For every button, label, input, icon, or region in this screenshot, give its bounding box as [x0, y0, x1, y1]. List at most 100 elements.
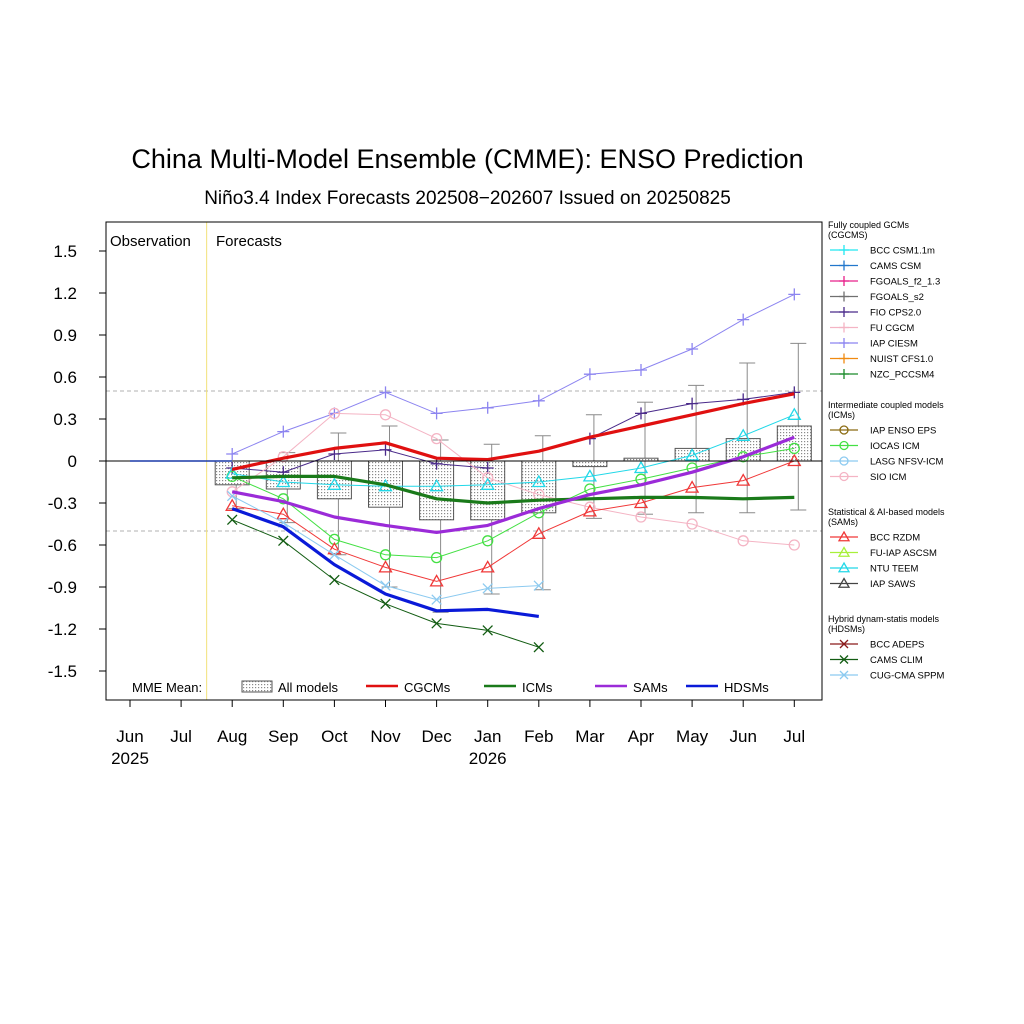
data-point-iap-ciesm: [788, 288, 801, 301]
legend-group-title: (ICMs): [828, 410, 855, 420]
data-point-iap-ciesm: [277, 425, 290, 438]
legend-label-icms: ICMs: [522, 680, 553, 695]
legend-marker-fgoals-f2-1-3: [839, 276, 849, 286]
legend-label-bcc-rzdm: BCC RZDM: [870, 533, 920, 544]
x-tick-label: Jun: [729, 727, 756, 746]
data-point-bcc-rzdm: [429, 574, 444, 587]
legend-group-title: Intermediate coupled models: [828, 400, 944, 410]
data-point-cams-clim: [533, 641, 545, 653]
series-cams-clim: [226, 514, 545, 653]
x-tick-label: Mar: [575, 727, 605, 746]
data-point-bcc-rzdm: [582, 504, 598, 517]
x-tick-label: May: [676, 727, 709, 746]
data-point-bcc-rzdm: [378, 560, 393, 573]
data-point-fio-cps2-0: [379, 443, 392, 456]
data-point-sio-icm: [379, 409, 392, 421]
y-tick-label: -1.2: [48, 620, 77, 639]
legend-label-fu-iap-ascsm: FU-IAP ASCSM: [870, 548, 937, 559]
legend-label-hdsms: HDSMs: [724, 680, 769, 695]
individual-model-series: [225, 288, 802, 653]
legend-label-nuist-cfs1-0: NUIST CFS1.0: [870, 354, 933, 365]
data-point-fio-cps2-0: [686, 397, 699, 410]
data-point-iap-ciesm: [583, 368, 596, 381]
legend-label-bcc-csm1-1m: BCC CSM1.1m: [870, 246, 935, 257]
legend-marker-iap-saws: [837, 577, 851, 588]
data-point-ntu-teem: [276, 474, 291, 488]
legend-group-title: (HDSMs): [828, 624, 865, 634]
chart-title: China Multi-Model Ensemble (CMME): ENSO …: [131, 144, 804, 174]
legend-label-fu-cgcm: FU CGCM: [870, 323, 914, 334]
data-point-ntu-teem: [736, 428, 751, 441]
data-point-sio-icm: [482, 472, 494, 484]
x-tick-label: Jul: [170, 727, 192, 746]
data-point-bcc-rzdm: [276, 506, 291, 520]
data-point-sio-icm: [635, 511, 647, 523]
y-tick-label: -1.5: [48, 662, 77, 681]
data-point-ntu-teem: [480, 477, 495, 490]
data-point-ntu-teem: [684, 448, 700, 461]
mme-line-cgcms: [231, 392, 795, 471]
chart-subtitle: Niño3.4 Index Forecasts 202508−202607 Is…: [204, 188, 731, 209]
forecasts-label: Forecasts: [216, 233, 282, 250]
series-iocas-icm: [226, 442, 800, 564]
data-point-sio-icm: [788, 539, 800, 551]
legend-label-bcc-adeps: BCC ADEPS: [870, 640, 924, 651]
data-point-sio-icm: [584, 501, 596, 513]
data-point-cams-clim: [278, 535, 289, 547]
y-tick-label: 1.2: [53, 284, 77, 303]
x-tick-label: Feb: [524, 727, 553, 746]
legend-group-title: (CGCMS): [828, 230, 868, 240]
legend-marker-cug-cma-sppm: [839, 670, 849, 680]
data-point-iap-ciesm: [686, 343, 699, 355]
all-models-box: [572, 460, 608, 468]
mme-legend: MME Mean: All models CGCMs ICMs SAMs HDSMs: [132, 680, 769, 695]
x-tick-label: Sep: [268, 727, 298, 746]
data-point-sio-icm: [686, 518, 698, 530]
legend-label-cgcms: CGCMs: [404, 680, 451, 695]
legend-group-title: (SAMs): [828, 517, 858, 527]
data-point-iap-ciesm: [737, 313, 750, 326]
year-label: 2026: [469, 749, 507, 768]
y-tick-label: 0.9: [53, 326, 77, 345]
data-point-bcc-rzdm: [787, 453, 802, 467]
mme-legend-label: MME Mean:: [132, 680, 202, 695]
data-point-cams-clim: [482, 625, 493, 636]
data-point-cug-cma-sppm: [533, 580, 545, 591]
series-line-sio-icm: [231, 412, 795, 546]
data-point-fio-cps2-0: [788, 386, 801, 399]
y-tick-label: -0.9: [48, 578, 77, 597]
data-point-cams-clim: [329, 574, 340, 586]
legend-marker-fu-cgcm: [839, 322, 849, 333]
x-tick-label: Oct: [321, 727, 348, 746]
data-point-iocas-icm: [430, 551, 443, 564]
data-point-ntu-teem: [429, 478, 444, 492]
legend-label-all-models: All models: [278, 680, 338, 695]
model-legend: Fully coupled GCMs(CGCMS)BCC CSM1.1m CAMS…: [828, 220, 945, 682]
legend-label-iap-ciesm: IAP CIESM: [870, 339, 918, 350]
y-tick-label: 0.3: [53, 410, 77, 429]
legend-label-fgoals-s2: FGOALS_s2: [870, 292, 924, 303]
data-point-iap-ciesm: [430, 407, 443, 420]
data-point-ntu-teem: [327, 477, 342, 490]
x-tick-label: Nov: [370, 727, 401, 746]
legend-marker-iap-enso-eps: [839, 425, 849, 435]
data-point-bcc-rzdm: [736, 473, 751, 486]
legend-label-lasg-nfsv-icm: LASG NFSV-ICM: [870, 457, 943, 468]
data-point-iap-ciesm: [379, 386, 392, 399]
threshold-lines: [106, 390, 822, 532]
legend-label-nzc-pccsm4: NZC_PCCSM4: [870, 370, 934, 381]
legend-marker-bcc-rzdm: [837, 530, 851, 542]
series-line-bcc-rzdm: [232, 460, 795, 582]
legend-swatch-all-models: [241, 680, 273, 693]
series-sio-icm: [226, 407, 800, 551]
data-point-cug-cma-sppm: [380, 580, 391, 591]
legend-group-title: Statistical & AI-based models: [828, 507, 945, 517]
legend-marker-fgoals-s2: [839, 291, 849, 302]
y-tick-label: 1.5: [53, 242, 77, 261]
data-point-bcc-rzdm: [633, 495, 649, 509]
series-line-ntu-teem: [232, 414, 795, 487]
data-point-bcc-rzdm: [531, 526, 546, 539]
legend-label-sio-icm: SIO ICM: [870, 472, 907, 483]
axes: -1.5 -1.2 -0.9 -0.6 -0.3 0 0.3 0.6 0.9 1.2 1.5 Jun J…: [48, 221, 823, 768]
year-label: 2025: [111, 749, 149, 768]
